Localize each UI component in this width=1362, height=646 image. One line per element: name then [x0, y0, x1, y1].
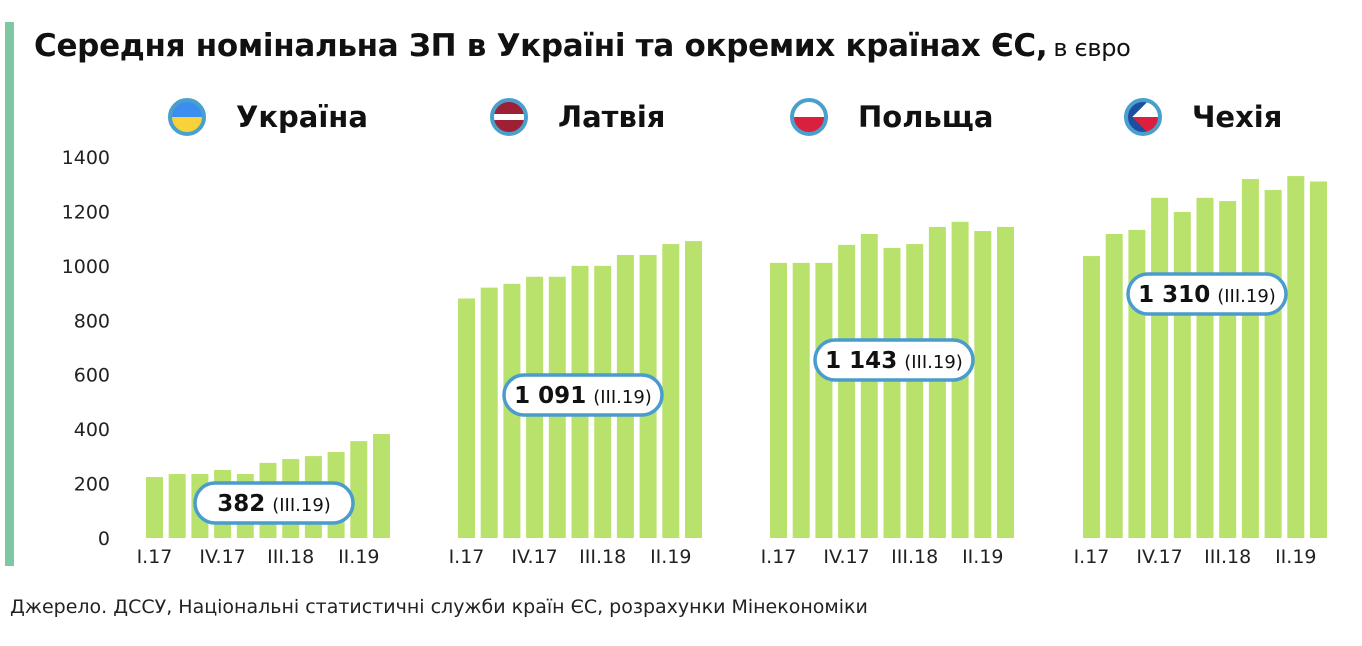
callout-period: (III.19) [272, 495, 331, 516]
bar [792, 262, 810, 538]
bar [168, 474, 186, 538]
callout-period: (III.19) [593, 387, 652, 408]
callout-period: (III.19) [1217, 286, 1276, 307]
ukraine-flag-icon [168, 98, 206, 136]
bar [860, 234, 878, 539]
x-tick-label: IV.17 [823, 546, 869, 568]
callout-bubble [813, 338, 975, 382]
callout-label: 382 (III.19) [217, 491, 331, 517]
y-tick-label: 600 [74, 365, 110, 387]
bar [1173, 211, 1191, 539]
bar [480, 287, 498, 538]
legend-ukraine: Україна [168, 98, 368, 136]
callout-period: (III.19) [904, 352, 963, 373]
chart-title: Середня номінальна ЗП в Україні та окрем… [34, 28, 1131, 64]
bar [1219, 201, 1237, 538]
y-tick-label: 1200 [62, 201, 110, 223]
legend-label: Польща [858, 100, 994, 134]
czech-flag-icon [1124, 98, 1162, 136]
bar [1287, 176, 1305, 539]
x-tick-label: IV.17 [511, 546, 557, 568]
callout-bubble [502, 373, 664, 417]
latvia-flag-icon [490, 98, 528, 136]
callout-bubble [193, 481, 355, 525]
callout-label: 1 091 (III.19) [514, 383, 652, 409]
legend-poland: Польща [790, 98, 993, 136]
x-tick-label: III.18 [891, 546, 938, 568]
bar [1083, 256, 1100, 538]
x-tick-label: I.17 [449, 546, 485, 568]
bar [685, 241, 702, 538]
title-text: Середня номінальна ЗП в Україні та окрем… [34, 28, 1048, 64]
legend-label: Латвія [558, 100, 666, 134]
x-tick-label: III.18 [579, 546, 626, 568]
x-tick-label: I.17 [1074, 546, 1110, 568]
bar [458, 298, 475, 538]
bar [1310, 181, 1327, 538]
x-tick-label: II.19 [650, 546, 691, 568]
bar [1105, 234, 1123, 539]
accent-bar [5, 22, 14, 566]
legend-label: Україна [236, 100, 368, 134]
y-tick-label: 1400 [62, 147, 110, 169]
y-tick-label: 200 [74, 474, 110, 496]
bar [997, 226, 1014, 538]
bar [838, 244, 856, 538]
source-note: Джерело. ДССУ, Національні статистичні с… [10, 596, 868, 618]
bar [1264, 189, 1282, 538]
callout-value: 382 [217, 491, 265, 517]
callout-value: 1 310 [1138, 282, 1210, 308]
x-tick-label: III.18 [267, 546, 314, 568]
y-tick-label: 0 [98, 528, 110, 550]
y-tick-label: 400 [74, 419, 110, 441]
bar [1196, 197, 1214, 539]
x-tick-label: II.19 [1275, 546, 1316, 568]
legend-latvia: Латвія [490, 98, 665, 136]
x-tick-label: IV.17 [199, 546, 245, 568]
y-tick-label: 800 [74, 310, 110, 332]
x-tick-label: II.19 [338, 546, 379, 568]
bar [906, 244, 924, 539]
callout-bubble [1126, 272, 1288, 316]
bar [1241, 179, 1259, 538]
bar [974, 231, 992, 538]
bar [815, 262, 833, 538]
bar [928, 226, 946, 538]
callout-value: 1 091 [514, 383, 586, 409]
poland-flag-icon [790, 98, 828, 136]
bar [350, 441, 368, 538]
bar [770, 262, 787, 538]
bar [1151, 197, 1169, 539]
bar [662, 244, 680, 539]
title-unit: в євро [1053, 34, 1131, 62]
bar [883, 247, 901, 538]
callout-label: 1 310 (III.19) [1138, 282, 1276, 308]
legend-label: Чехія [1192, 100, 1283, 134]
callout-label: 1 143 (III.19) [825, 348, 963, 374]
legend-czechia: Чехія [1124, 98, 1282, 136]
x-tick-label: III.18 [1204, 546, 1251, 568]
x-tick-label: II.19 [962, 546, 1003, 568]
x-tick-label: I.17 [761, 546, 797, 568]
y-tick-label: 1000 [62, 256, 110, 278]
bar [373, 434, 390, 538]
x-tick-label: IV.17 [1136, 546, 1182, 568]
x-tick-label: I.17 [137, 546, 173, 568]
callout-value: 1 143 [825, 348, 897, 374]
bar [146, 477, 163, 538]
